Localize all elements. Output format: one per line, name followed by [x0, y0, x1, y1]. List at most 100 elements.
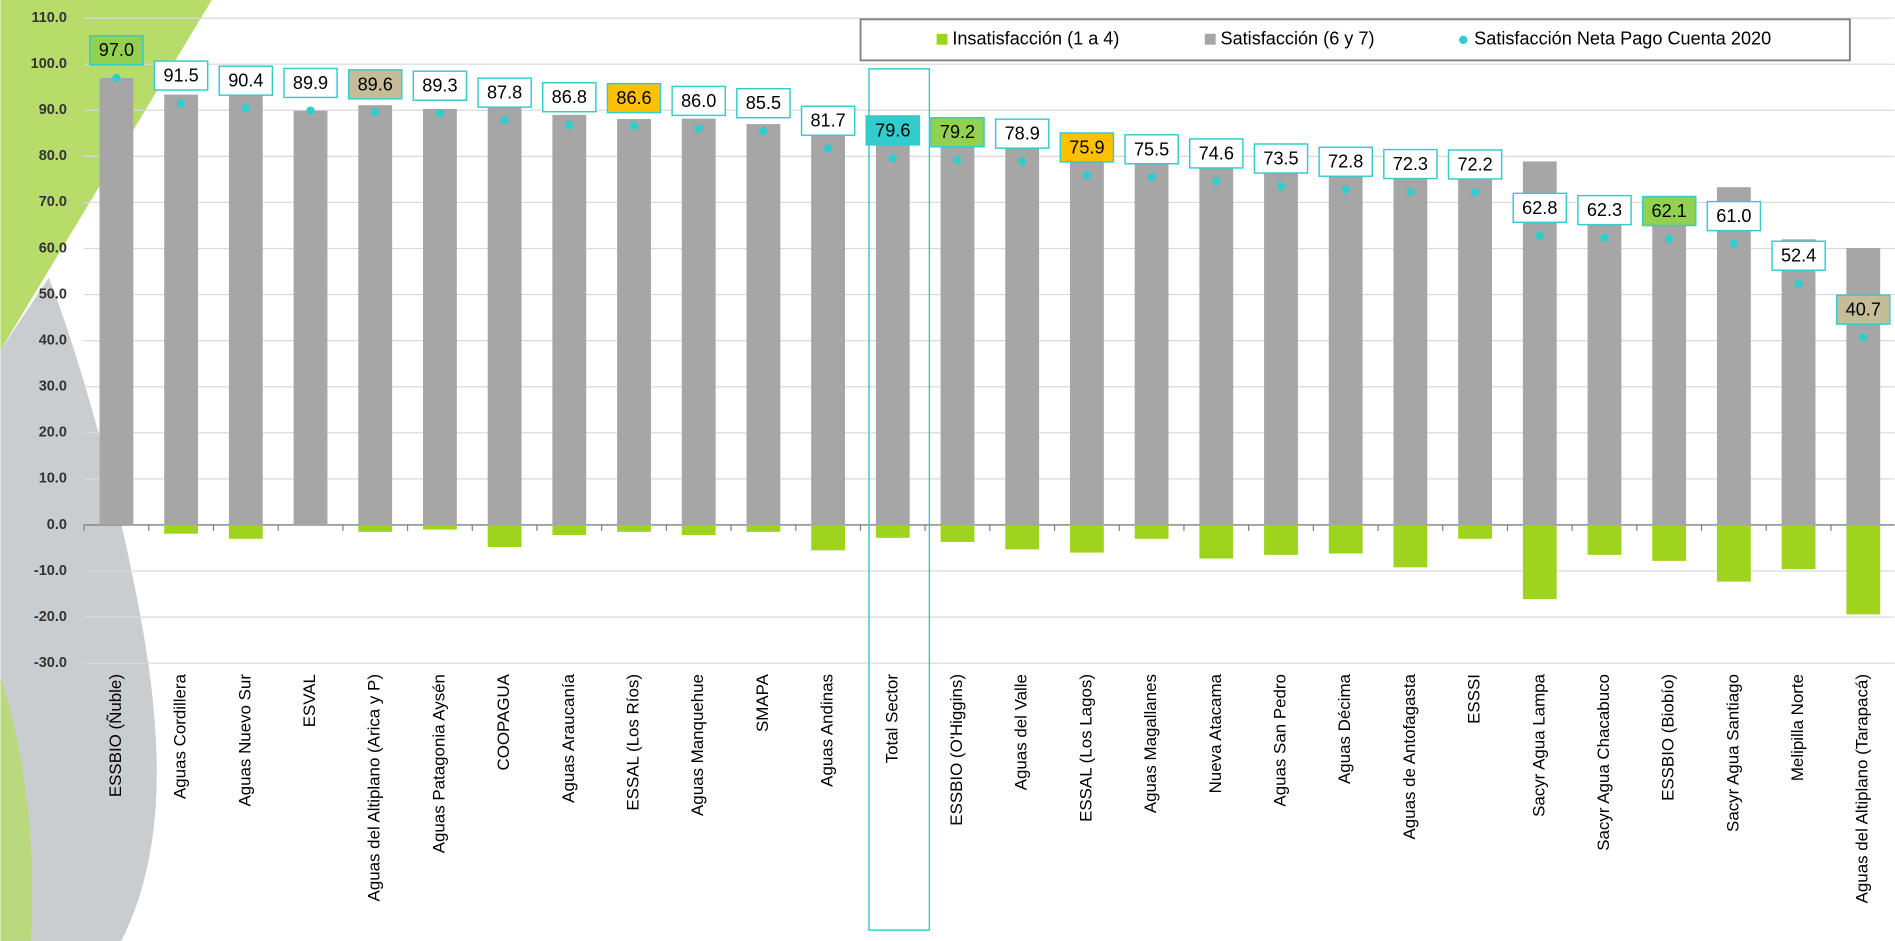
dot: [694, 124, 703, 133]
bar: [940, 142, 975, 525]
dot: [1147, 172, 1156, 182]
x-tick-label: ESSBIO (Ñuble): [105, 674, 125, 797]
bar: [746, 124, 781, 525]
data-label: 62.8: [1522, 198, 1557, 218]
label-box: [1383, 148, 1438, 180]
dot: [1535, 231, 1545, 240]
x-tick-label: Aguas Araucanía: [559, 673, 578, 802]
dot: [1276, 182, 1286, 191]
data-label: 87.8: [487, 83, 522, 103]
bar: [1716, 187, 1751, 525]
x-tick-label: Sacyr Agua Lampa: [1529, 673, 1548, 816]
x-tick-label: Melipilla Norte: [1788, 674, 1807, 781]
label-box: [930, 117, 985, 148]
y-tick-label: 40.0: [39, 332, 67, 348]
y-tick-label: 20.0: [39, 425, 67, 441]
label-box: [1706, 200, 1762, 232]
bar: [1458, 524, 1492, 539]
label-box: [1188, 138, 1244, 169]
x-tick-label: ESSAL (Los Ríos): [623, 674, 642, 811]
data-label: 90.4: [228, 71, 263, 91]
bar: [1199, 147, 1234, 525]
bar: [487, 524, 522, 548]
bar: [1005, 136, 1040, 525]
dot: [1406, 187, 1415, 197]
y-tick-label: 10.0: [39, 471, 67, 487]
dot: [176, 99, 186, 108]
label-box: [347, 69, 403, 100]
y-tick-label: 110.0: [31, 10, 66, 26]
x-tick-label: Aguas del Altiplano (Tarapacá): [1853, 674, 1872, 903]
legend-label: Satisfacción (6 y 7): [1220, 29, 1374, 49]
dot: [241, 104, 251, 113]
bar: [811, 123, 846, 525]
dot: [500, 116, 509, 125]
dot: [1859, 333, 1868, 342]
bar: [940, 524, 975, 542]
data-label: 91.5: [163, 66, 198, 86]
y-tick-label: 30.0: [39, 379, 67, 395]
x-tick-label: ESSBIO (Biobío): [1659, 674, 1678, 801]
decor-curve: [0, 277, 157, 941]
bar: [423, 108, 457, 525]
bar: [617, 524, 651, 532]
label-box: [671, 85, 727, 117]
x-tick-label: Aguas de Antofagasta: [1400, 673, 1419, 839]
x-tick-label: ESVAL: [300, 674, 319, 727]
y-tick-label: 50.0: [39, 286, 67, 302]
y-tick-label: -20.0: [34, 609, 67, 625]
x-tick-label: Aguas Andinas: [818, 674, 837, 787]
bar: [228, 94, 263, 525]
x-tick-label: Aguas Magallanes: [1141, 674, 1160, 813]
dot: [888, 153, 898, 163]
x-tick-label: Sacyr Agua Santiago: [1723, 674, 1742, 832]
bar: [228, 524, 263, 539]
data-label: 85.5: [746, 93, 781, 113]
label-box: [865, 115, 921, 146]
x-tick-label: Aguas del Altiplano (Arica y P): [365, 674, 384, 901]
bar: [875, 524, 910, 538]
bar: [1522, 524, 1557, 600]
label-box: [1771, 240, 1826, 271]
x-tick-label: Nueva Atacama: [1206, 673, 1225, 793]
legend-label: Satisfacción Neta Pago Cuenta 2020: [1474, 29, 1771, 49]
x-tick-label: Aguas Cordillera: [171, 673, 190, 799]
bar: [423, 524, 457, 530]
data-label: 72.3: [1393, 154, 1428, 174]
bar: [164, 94, 199, 525]
label-box: [218, 65, 274, 96]
x-tick-label: Aguas del Valle: [1012, 674, 1031, 790]
bar: [164, 524, 199, 534]
bar: [1587, 524, 1622, 555]
data-label: 62.1: [1652, 201, 1687, 221]
label-box: [800, 105, 856, 136]
label-box: [89, 35, 144, 66]
dot: [435, 109, 445, 118]
bar: [552, 524, 587, 536]
legend-swatch: [936, 33, 948, 45]
highlight-box: [868, 68, 931, 931]
bar: [1587, 207, 1622, 525]
bar: [1652, 524, 1687, 561]
bar: [1328, 524, 1363, 554]
dot: [629, 121, 639, 131]
label-box: [1124, 134, 1179, 165]
dot: [1212, 176, 1221, 186]
y-tick-label: -10.0: [34, 563, 67, 579]
data-label: 97.0: [99, 40, 134, 60]
plot: 97.0 91.5 90.4 89.9 89.6 89.3 87.8 86.8 86.6 86.0…: [89, 35, 1891, 903]
data-label: 75.9: [1069, 137, 1104, 157]
dot: [1664, 234, 1674, 244]
x-tick-label: ESSBIO (O'Higgins): [947, 674, 966, 826]
x-tick-label: COOPAGUA: [494, 673, 513, 770]
x-tick-label: Aguas Manquehue: [688, 674, 707, 816]
data-label: 81.7: [810, 111, 845, 131]
dot: [306, 106, 315, 115]
label-box: [1641, 195, 1697, 227]
data-label: 79.6: [875, 120, 910, 140]
data-label: 75.5: [1134, 139, 1169, 159]
y-tick-label: 90.0: [39, 102, 67, 118]
dot: [1794, 279, 1803, 288]
bar: [1264, 524, 1298, 555]
bar: [552, 114, 587, 525]
